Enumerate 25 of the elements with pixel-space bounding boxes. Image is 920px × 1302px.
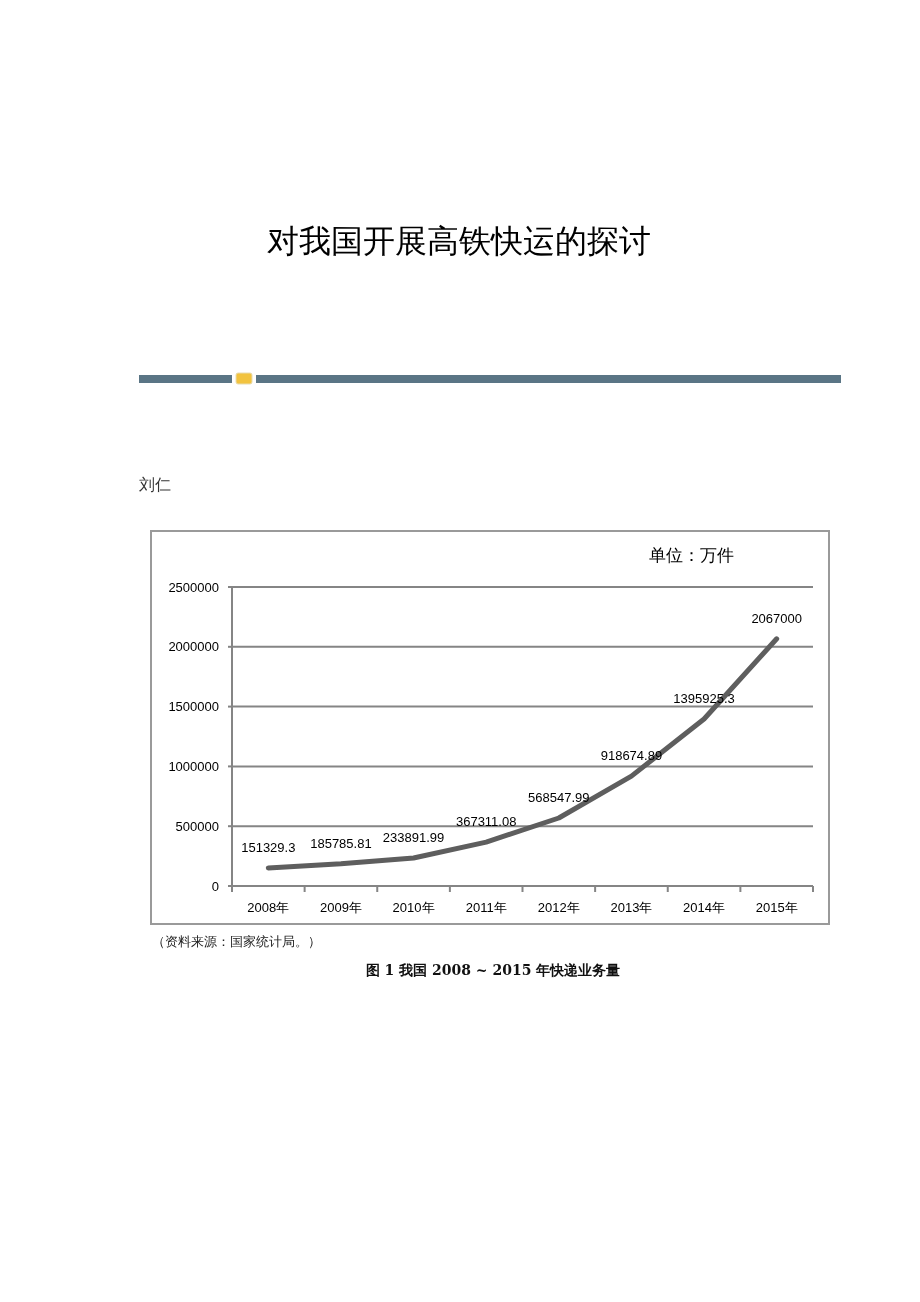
data-label: 568547.99 (528, 790, 590, 805)
x-tick-label: 2008年 (247, 900, 290, 915)
x-tick-label: 2012年 (537, 900, 580, 915)
data-label: 151329.3 (241, 839, 296, 855)
data-label: 233891.99 (382, 830, 445, 846)
y-tick-label: 2500000 (168, 579, 219, 595)
x-tick-label: 2013年 (610, 900, 653, 915)
x-tick-label: 2014年 (683, 900, 726, 915)
y-tick-label: 1500000 (168, 699, 219, 715)
x-tick-label: 2015年 (755, 900, 798, 915)
y-tick-label: 2000000 (168, 639, 219, 655)
y-tick-label: 500000 (175, 818, 219, 834)
data-label: 185785.81 (310, 835, 372, 851)
data-label: 2067000 (751, 610, 802, 626)
x-tick-label: 2011年 (465, 900, 507, 915)
y-tick-label: 0 (211, 878, 219, 894)
text: 刘仁 (139, 475, 171, 494)
text: （资料来源：国家统计局。） (152, 934, 321, 949)
y-tick-label: 1000000 (168, 758, 219, 774)
x-tick-label: 2009年 (319, 900, 362, 915)
x-tick-label: 2010年 (392, 900, 435, 915)
caption: 图 1 我国 2008 ~ 2015 年快递业务量 (365, 962, 621, 978)
data-label: 367311.08 (455, 814, 517, 830)
y-axis-title: 单位：万件 (648, 545, 734, 565)
chart-title: 对我国开展高铁快运的探讨 (267, 222, 651, 260)
